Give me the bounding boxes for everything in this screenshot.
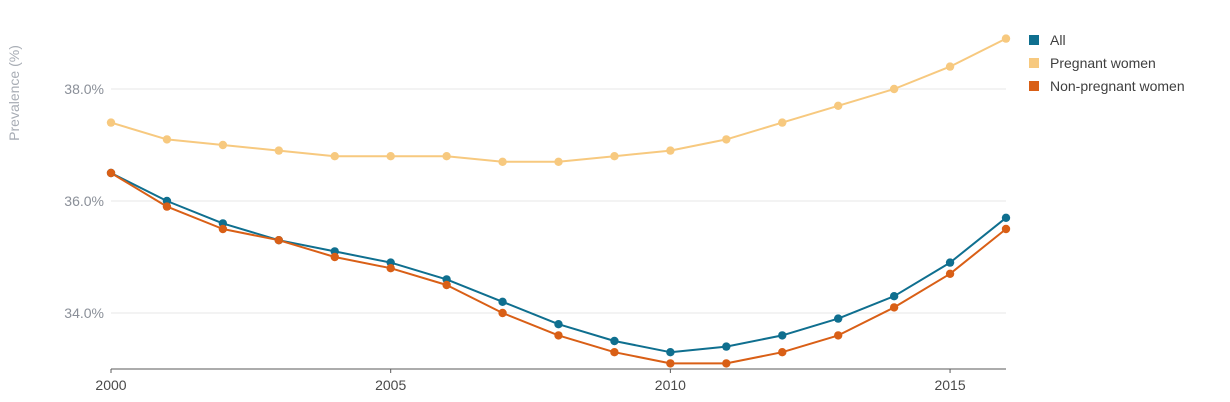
data-point xyxy=(442,152,451,161)
y-axis-title: Prevalence (%) xyxy=(6,45,22,141)
data-point xyxy=(1001,213,1011,222)
data-point xyxy=(945,258,955,267)
x-tick-label: 2000 xyxy=(95,377,126,393)
data-point xyxy=(833,314,843,323)
data-point xyxy=(498,308,507,318)
grid-lines xyxy=(111,88,1006,314)
data-point xyxy=(833,101,843,111)
legend-swatch xyxy=(1029,81,1039,91)
data-point xyxy=(833,331,843,340)
data-point xyxy=(386,264,395,273)
x-tick-label: 2005 xyxy=(375,377,406,393)
data-point xyxy=(218,224,228,234)
data-point xyxy=(610,336,619,346)
series-points xyxy=(106,34,1011,368)
data-point xyxy=(330,152,339,161)
data-point xyxy=(889,303,899,312)
data-point xyxy=(889,292,899,301)
data-point xyxy=(106,118,116,127)
data-point xyxy=(1001,224,1011,234)
data-point xyxy=(554,331,563,340)
y-tick-label: 36.0% xyxy=(64,193,104,209)
legend-label: Non-pregnant women xyxy=(1050,78,1185,94)
axes: 34.0% 36.0% 38.0% 2000 2005 2010 2015 xyxy=(64,81,1006,393)
data-point xyxy=(498,157,507,166)
data-point xyxy=(778,118,787,127)
data-point xyxy=(666,359,675,368)
data-point xyxy=(162,135,172,144)
legend-swatch xyxy=(1029,35,1039,45)
legend: All Pregnant women Non-pregnant women xyxy=(1029,32,1185,94)
data-point xyxy=(442,280,451,290)
data-point xyxy=(722,135,731,144)
data-point xyxy=(274,146,284,155)
series-line xyxy=(110,37,1007,163)
legend-label: Pregnant women xyxy=(1050,55,1156,71)
data-point xyxy=(162,202,172,211)
x-tick-label: 2010 xyxy=(655,377,686,393)
data-point xyxy=(1001,34,1011,43)
data-point xyxy=(554,320,563,329)
data-point xyxy=(945,269,955,278)
data-point xyxy=(610,152,619,161)
data-point xyxy=(274,236,284,245)
legend-swatch xyxy=(1029,58,1039,68)
data-point xyxy=(945,62,955,71)
data-point xyxy=(106,168,116,178)
data-point xyxy=(778,331,787,340)
data-point xyxy=(722,342,731,351)
data-point xyxy=(722,359,731,368)
x-tick-label: 2015 xyxy=(934,377,965,393)
y-tick-label: 38.0% xyxy=(64,81,104,97)
data-point xyxy=(554,157,563,166)
y-tick-label: 34.0% xyxy=(64,305,104,321)
data-point xyxy=(498,297,507,306)
data-point xyxy=(330,252,339,262)
data-point xyxy=(386,152,395,161)
data-point xyxy=(889,84,899,94)
data-point xyxy=(610,348,619,357)
data-point xyxy=(778,348,787,357)
data-point xyxy=(666,348,675,357)
data-point xyxy=(666,146,675,155)
legend-label: All xyxy=(1050,32,1066,48)
data-point xyxy=(218,140,228,150)
